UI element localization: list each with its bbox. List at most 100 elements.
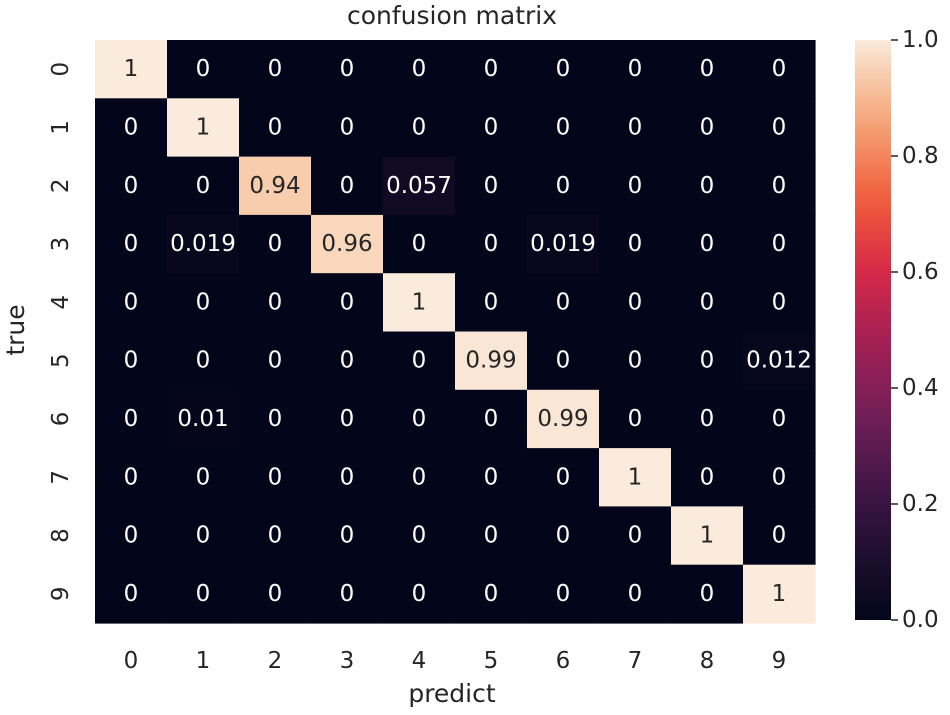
cell-label-r0-c6: 0 [556, 56, 571, 82]
cell-r5-c0 [95, 331, 168, 391]
cell-label-r1-c0: 0 [124, 114, 139, 140]
x-tick-7: 7 [628, 648, 643, 674]
cell-label-r4-c9: 0 [772, 289, 787, 315]
cell-r4-c6 [527, 273, 600, 333]
cell-label-r9-c3: 0 [340, 581, 355, 607]
cell-r0-c7 [599, 40, 672, 99]
cell-r2-c1 [167, 156, 240, 216]
cell-r3-c3 [311, 214, 384, 274]
x-tick-4: 4 [412, 648, 427, 674]
cell-r8-c9 [743, 506, 816, 566]
cell-label-r4-c6: 0 [556, 289, 571, 315]
x-tick-3: 3 [340, 648, 355, 674]
cell-r2-c6 [527, 156, 600, 216]
cell-label-r7-c9: 0 [772, 464, 787, 490]
cell-label-r8-c1: 0 [196, 523, 211, 549]
cell-label-r6-c9: 0 [772, 406, 787, 432]
cell-label-r2-c0: 0 [124, 173, 139, 199]
cell-r2-c9 [743, 156, 816, 216]
cell-label-r4-c5: 0 [484, 289, 499, 315]
cell-label-r3-c9: 0 [772, 231, 787, 257]
cell-label-r2-c9: 0 [772, 173, 787, 199]
cell-r8-c6 [527, 506, 600, 566]
cell-label-r5-c2: 0 [268, 348, 283, 374]
cell-r3-c0 [95, 214, 168, 274]
cell-r4-c7 [599, 273, 672, 333]
cell-r0-c5 [455, 40, 528, 99]
cell-r8-c8 [671, 506, 744, 566]
cell-label-r2-c2: 0.94 [249, 173, 300, 199]
cell-r4-c2 [239, 273, 312, 333]
cell-label-r1-c7: 0 [628, 114, 643, 140]
cell-label-r7-c4: 0 [412, 464, 427, 490]
cell-r5-c2 [239, 331, 312, 391]
cell-label-r7-c8: 0 [700, 464, 715, 490]
cell-r4-c0 [95, 273, 168, 333]
cell-label-r2-c1: 0 [196, 173, 211, 199]
cell-r0-c4 [383, 40, 456, 99]
cell-r5-c6 [527, 331, 600, 391]
cell-label-r8-c2: 0 [268, 523, 283, 549]
heatmap-grid: 1 0 0 0 0 0 0 0 0 0 0 1 0 0 0 0 0 0 0 0 0 0 0.94 0 0.057 0 0 0 0 0 0 0.… [95, 40, 816, 624]
cell-r0-c1 [167, 40, 240, 99]
cell-r8-c4 [383, 506, 456, 566]
cell-r8-c7 [599, 506, 672, 566]
cell-r3-c4 [383, 214, 456, 274]
cell-r3-c8 [671, 214, 744, 274]
cell-r2-c5 [455, 156, 528, 216]
cell-label-r8-c8: 1 [700, 523, 715, 549]
cell-label-r3-c8: 0 [700, 231, 715, 257]
cell-label-r5-c8: 0 [700, 348, 715, 374]
cell-r2-c0 [95, 156, 168, 216]
colorbar-tick-0.6: 0.6 [902, 259, 939, 285]
cell-r6-c9 [743, 389, 816, 449]
cell-r6-c7 [599, 389, 672, 449]
cell-label-r0-c8: 0 [700, 56, 715, 82]
cell-label-r8-c7: 0 [628, 523, 643, 549]
cell-label-r3-c3: 0.96 [321, 231, 372, 257]
cell-r7-c0 [95, 448, 168, 507]
cell-r3-c9 [743, 214, 816, 274]
y-tick-9: 9 [48, 587, 74, 602]
cell-label-r8-c6: 0 [556, 523, 571, 549]
cell-r9-c2 [239, 564, 312, 624]
cell-r7-c5 [455, 448, 528, 507]
cell-r0-c6 [527, 40, 600, 99]
cell-r2-c2 [239, 156, 312, 216]
cell-r3-c5 [455, 214, 528, 274]
x-axis-label: predict [408, 679, 496, 708]
cell-label-r9-c7: 0 [628, 581, 643, 607]
cell-label-r5-c7: 0 [628, 348, 643, 374]
cell-r7-c6 [527, 448, 600, 507]
x-tick-6: 6 [556, 648, 571, 674]
cell-label-r2-c6: 0 [556, 173, 571, 199]
cell-label-r0-c9: 0 [772, 56, 787, 82]
cell-r8-c1 [167, 506, 240, 566]
y-tick-5: 5 [48, 353, 74, 368]
cell-label-r7-c3: 0 [340, 464, 355, 490]
cell-label-r9-c9: 1 [772, 581, 787, 607]
cell-label-r3-c7: 0 [628, 231, 643, 257]
cell-r7-c9 [743, 448, 816, 507]
y-tick-7: 7 [48, 470, 74, 485]
cell-r5-c4 [383, 331, 456, 391]
x-tick-2: 2 [268, 648, 283, 674]
cell-r0-c2 [239, 40, 312, 99]
y-tick-6: 6 [48, 412, 74, 427]
cell-label-r4-c1: 0 [196, 289, 211, 315]
cell-label-r1-c9: 0 [772, 114, 787, 140]
cell-r9-c0 [95, 564, 168, 624]
cell-r7-c8 [671, 448, 744, 507]
cell-r3-c7 [599, 214, 672, 274]
colorbar-tick-0.2: 0.2 [902, 491, 939, 517]
cell-label-r2-c8: 0 [700, 173, 715, 199]
cell-r9-c3 [311, 564, 384, 624]
cell-r0-c8 [671, 40, 744, 99]
cell-r1-c3 [311, 98, 384, 158]
x-tick-0: 0 [124, 648, 139, 674]
cell-label-r6-c0: 0 [124, 406, 139, 432]
cell-label-r0-c7: 0 [628, 56, 643, 82]
cell-label-r9-c2: 0 [268, 581, 283, 607]
colorbar-tick-1.0: 1.0 [902, 27, 939, 53]
y-tick-3: 3 [48, 237, 74, 252]
